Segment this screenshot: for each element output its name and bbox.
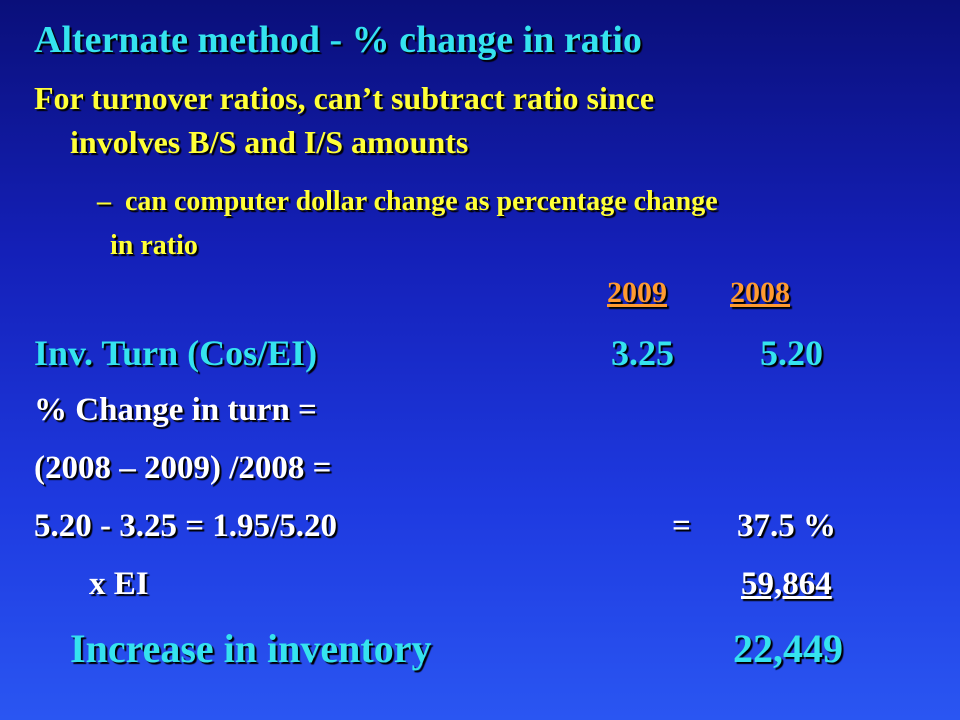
formula-line: (2008 – 2009) /2008 = — [34, 450, 332, 486]
year-header-2009: 2009 — [607, 276, 667, 309]
ei-value: 59,864 — [741, 566, 832, 602]
sub-bullet-dash: – — [97, 186, 111, 217]
sub-bullet-line-2: in ratio — [110, 230, 198, 261]
increase-value: 22,449 — [733, 626, 843, 671]
inv-turn-label: Inv. Turn (Cos/EI) — [34, 333, 318, 373]
calc-expression: 5.20 - 3.25 = 1.95/5.20 — [34, 508, 337, 544]
sub-bullet-line-1: can computer dollar change as percentage… — [125, 186, 718, 217]
pct-change-label: % Change in turn = — [34, 392, 317, 428]
bullet-1-line-2: involves B/S and I/S amounts — [70, 124, 469, 160]
slide-title: Alternate method - % change in ratio — [34, 19, 642, 61]
calc-result: 37.5 % — [737, 508, 836, 544]
calc-equals: = — [672, 508, 691, 544]
inv-turn-2008-value: 5.20 — [760, 333, 823, 373]
inv-turn-2009-value: 3.25 — [611, 333, 674, 373]
increase-label: Increase in inventory — [70, 626, 432, 671]
ei-label: x EI — [89, 566, 149, 602]
bullet-1-line-1: For turnover ratios, can’t subtract rati… — [34, 80, 655, 116]
year-header-2008: 2008 — [730, 276, 790, 309]
